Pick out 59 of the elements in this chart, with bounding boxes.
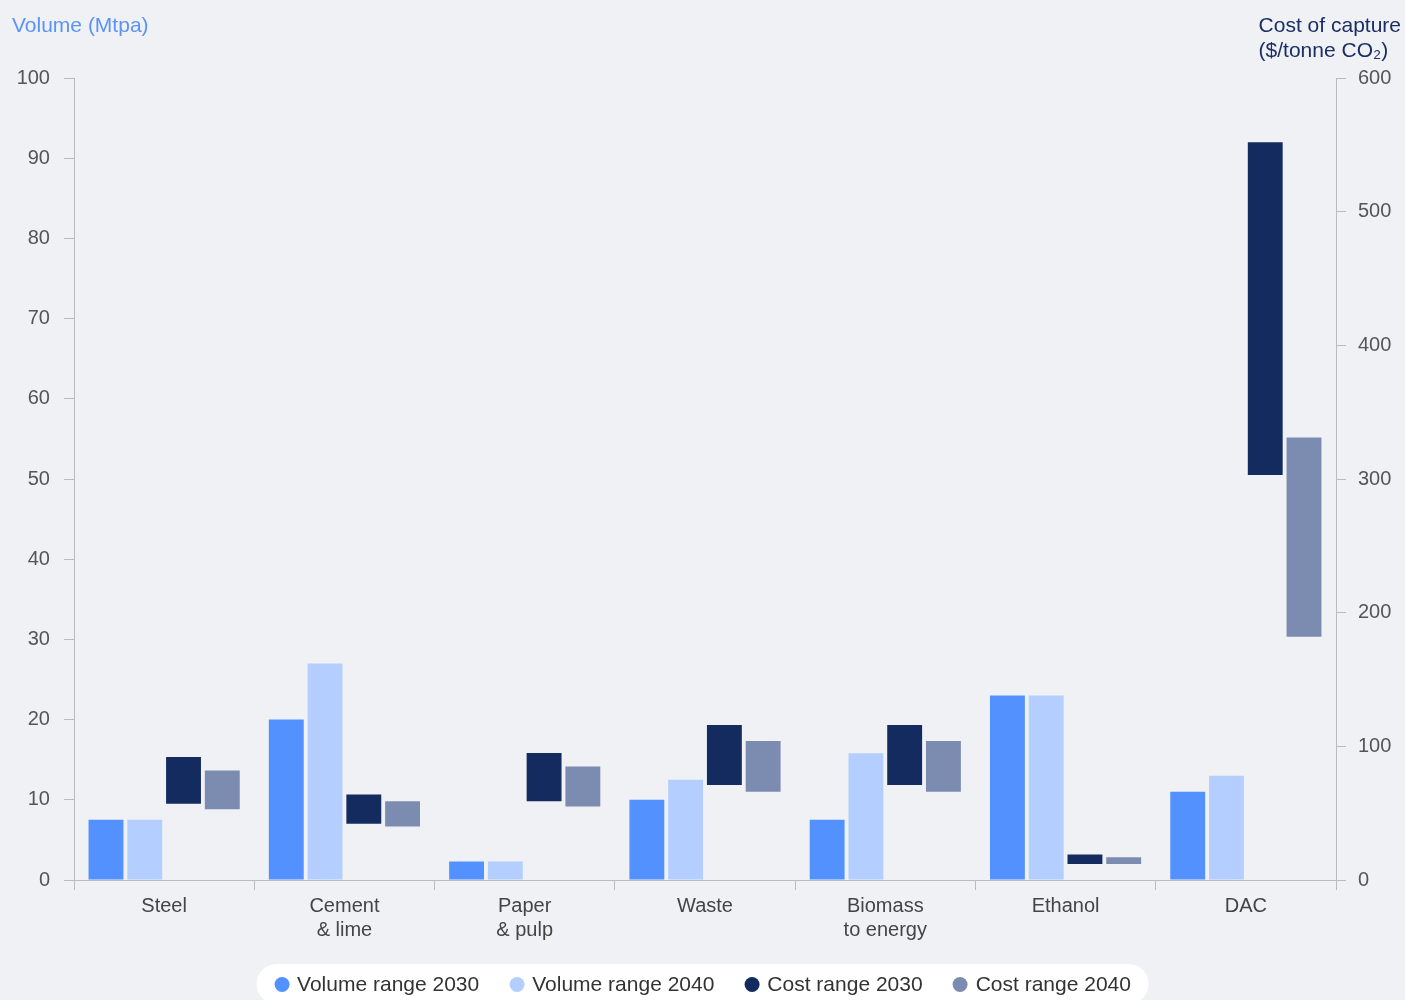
- bar: [848, 753, 884, 880]
- bar: [268, 719, 304, 880]
- bar: [745, 740, 781, 792]
- bar: [88, 819, 124, 880]
- y-tick-label: 10: [27, 787, 50, 810]
- y2-tick-label: 200: [1358, 600, 1392, 623]
- legend-label: Volume range 2040: [532, 972, 715, 996]
- y2-tick-label: 500: [1358, 199, 1392, 222]
- x-tick-label: DAC: [1224, 893, 1267, 916]
- bar: [1106, 857, 1142, 864]
- x-tick-label: Ethanol: [1031, 893, 1100, 916]
- legend-label: Volume range 2030: [297, 972, 480, 996]
- y2-tick-label: 0: [1358, 867, 1370, 890]
- y-tick-label: 30: [27, 626, 50, 649]
- bar: [385, 801, 421, 827]
- y2-tick-label: 400: [1358, 332, 1392, 355]
- y-axis-title: Volume (Mtpa): [12, 12, 149, 37]
- y-tick-label: 70: [27, 306, 50, 329]
- bar: [307, 663, 343, 880]
- y-tick-label: 80: [27, 225, 50, 248]
- y-tick-label: 40: [27, 546, 50, 569]
- y-tick-label: 0: [38, 867, 50, 890]
- bar: [706, 724, 742, 786]
- bar: [449, 861, 485, 880]
- x-tick-label: Paper & pulp: [496, 893, 554, 940]
- bar: [629, 799, 665, 880]
- x-tick-label: Steel: [141, 893, 187, 916]
- bar: [989, 695, 1025, 880]
- y-tick-label: 90: [27, 145, 50, 168]
- y-tick-label: 20: [27, 707, 50, 730]
- bar: [1067, 854, 1103, 864]
- y2-axis-title: Cost of capture ($/tonne CO₂): [1258, 12, 1401, 62]
- y-tick-label: 60: [27, 386, 50, 409]
- bar: [526, 753, 562, 802]
- bar: [1247, 142, 1283, 475]
- bar: [1286, 437, 1322, 637]
- legend-label: Cost range 2030: [767, 972, 923, 996]
- y-tick-label: 50: [27, 466, 50, 489]
- bar: [925, 740, 961, 792]
- bar: [668, 779, 704, 880]
- legend-label: Cost range 2040: [975, 972, 1131, 996]
- bar: [1209, 775, 1244, 880]
- bar: [1028, 695, 1064, 880]
- y2-tick-label: 300: [1358, 466, 1392, 489]
- y-tick-label: 100: [16, 65, 50, 88]
- y2-tick-label: 600: [1358, 65, 1392, 88]
- bar: [1170, 791, 1206, 880]
- x-tick-label: Biomass to energy: [843, 893, 927, 940]
- bar: [487, 861, 523, 880]
- y2-tick-label: 100: [1358, 733, 1392, 756]
- x-tick-label: Cement & lime: [309, 893, 380, 940]
- bar: [127, 819, 163, 880]
- bar: [809, 819, 845, 880]
- bar: [887, 724, 923, 786]
- bar: [346, 794, 382, 824]
- bar: [565, 766, 601, 807]
- bar: [204, 770, 240, 810]
- bar: [166, 757, 201, 804]
- x-tick-label: Waste: [677, 893, 733, 916]
